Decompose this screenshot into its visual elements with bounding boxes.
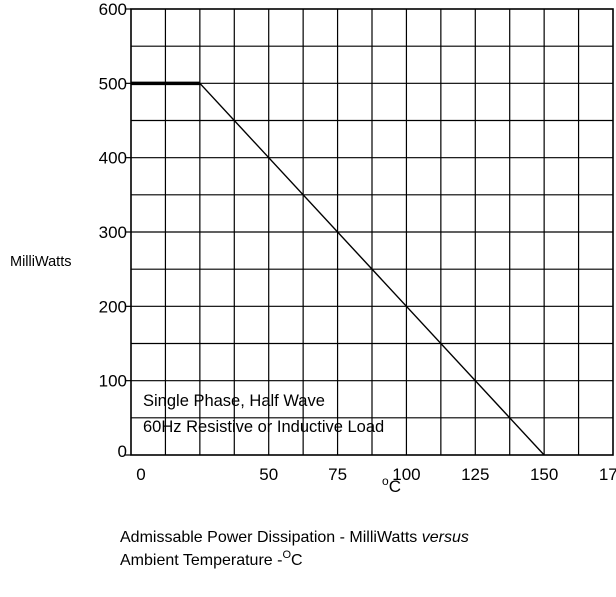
caption-line-1: Admissable Power Dissipation - MilliWatt… <box>120 526 610 549</box>
y-tick-label: 300 <box>99 223 127 242</box>
x-axis-unit-degree: o <box>382 474 389 488</box>
y-tick-label: 100 <box>99 372 127 391</box>
y-tick-label: 600 <box>99 0 127 19</box>
annotation-line: Single Phase, Half Wave <box>143 392 325 410</box>
derating-chart: 0 100 200 300 400 500 600 0 50 75 100 125 150 175 Si… <box>10 0 616 496</box>
chart-caption: Admissable Power Dissipation - MilliWatt… <box>120 526 610 572</box>
caption-line2-text: Ambient Temperature - <box>120 552 283 569</box>
x-axis-unit-label: C <box>389 477 401 496</box>
chart-annotations: Single Phase, Half Wave 60Hz Resistive or… <box>143 392 384 436</box>
x-tick-label: 0 <box>136 465 145 484</box>
x-tick-label: 175 <box>599 465 616 484</box>
x-tick-label: 125 <box>461 465 489 484</box>
y-tick-label: 400 <box>99 149 127 168</box>
x-axis-unit: oC <box>382 474 401 496</box>
caption-degree-symbol: O <box>282 549 292 561</box>
chart-axes <box>125 8 614 456</box>
x-tick-label: 75 <box>328 465 347 484</box>
caption-line1-text: Admissable Power Dissipation - MilliWatt… <box>120 529 422 546</box>
chart-series <box>131 81 545 456</box>
series-derating-line <box>199 82 545 456</box>
y-tick-labels: 0 100 200 300 400 500 600 <box>99 0 127 461</box>
y-tick-label: 500 <box>99 74 127 93</box>
annotation-line: 60Hz Resistive or Inductive Load <box>143 418 384 436</box>
x-tick-label: 50 <box>259 465 278 484</box>
caption-unit: C <box>291 552 303 569</box>
x-tick-label: 100 <box>392 465 420 484</box>
caption-line-2: Ambient Temperature -OC <box>120 549 610 572</box>
y-axis-label: MilliWatts <box>10 254 71 270</box>
caption-versus: versus <box>421 529 469 546</box>
y-tick-label: 200 <box>99 297 127 316</box>
chart-grid <box>131 9 613 455</box>
y-tick-label: 0 <box>118 442 127 461</box>
x-tick-labels: 0 50 75 100 125 150 175 <box>136 465 616 484</box>
x-tick-label: 150 <box>530 465 558 484</box>
